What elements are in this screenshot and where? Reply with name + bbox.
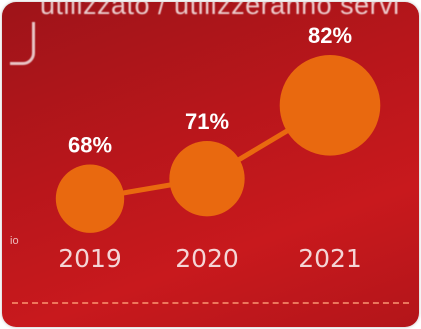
year-label-2020: 2020 xyxy=(175,244,239,273)
year-label-2021: 2021 xyxy=(298,244,362,273)
header-text: utilizzato / utilizzeranno servi xyxy=(40,2,400,20)
chart-svg: 68% 2019 71% 2020 82% 2021 xyxy=(55,23,381,273)
year-label-2019: 2019 xyxy=(58,244,122,273)
value-label-2019: 68% xyxy=(68,132,112,157)
value-label-2020: 71% xyxy=(185,109,229,134)
chart-card: utilizzato / utilizzeranno servi io 68% 2… xyxy=(2,2,419,327)
data-point-2019 xyxy=(55,164,125,233)
value-label-2021: 82% xyxy=(308,23,352,48)
corner-logo-icon xyxy=(10,22,35,65)
data-point-2020 xyxy=(169,141,245,217)
side-label: io xyxy=(10,235,19,247)
data-point-2021 xyxy=(279,55,381,156)
dashed-divider xyxy=(12,302,409,304)
